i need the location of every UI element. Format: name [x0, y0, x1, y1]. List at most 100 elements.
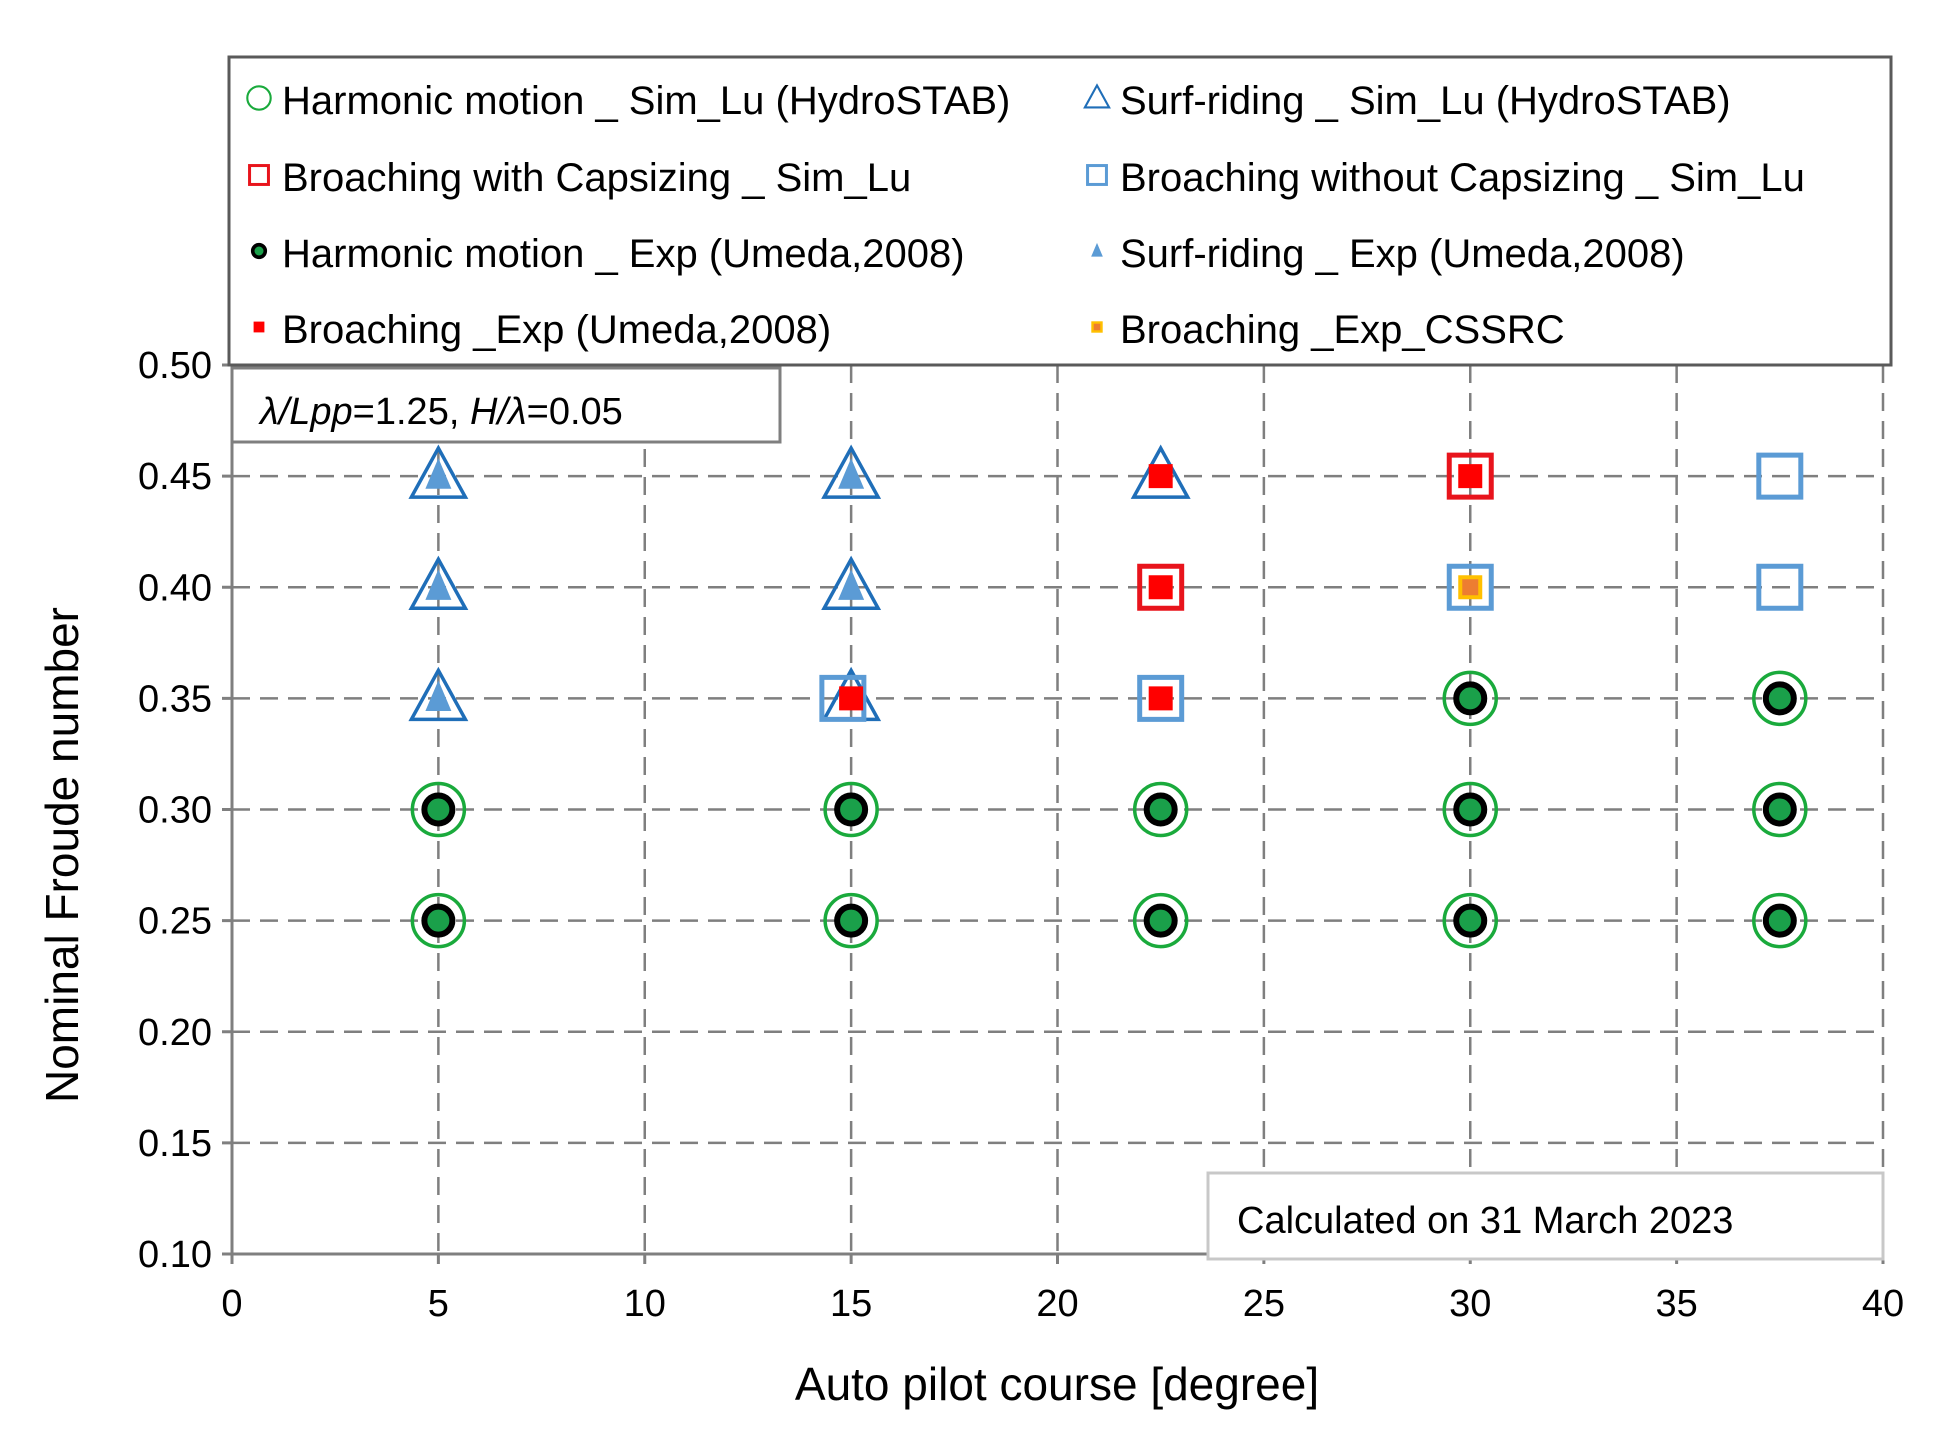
y-tick-label: 0.35	[138, 678, 212, 720]
y-tick-label: 0.10	[138, 1234, 212, 1276]
legend-entry: Broaching _Exp_CSSRC	[1091, 308, 1565, 352]
data-point	[408, 555, 469, 610]
data-point	[1752, 670, 1808, 727]
data-point	[425, 569, 452, 600]
param-h-lambda-value: =0.05	[527, 391, 623, 433]
y-tick-label: 0.20	[138, 1012, 212, 1054]
legend-entry: Broaching _Exp (Umeda,2008)	[253, 308, 831, 352]
x-tick-label: 20	[1036, 1283, 1078, 1325]
data-point	[1137, 563, 1185, 611]
legend-marker	[246, 85, 272, 111]
x-tick-label: 10	[624, 1283, 666, 1325]
data-point	[1143, 792, 1178, 827]
legend-box	[227, 55, 1893, 367]
data-point	[1762, 792, 1797, 827]
param-lambda-lpp: λ/Lpp	[258, 391, 353, 433]
data-point	[1442, 670, 1498, 727]
series-3	[1137, 452, 1494, 611]
x-tick-label: 35	[1655, 1283, 1697, 1325]
legend-label: Broaching _Exp (Umeda,2008)	[282, 308, 831, 352]
data-point	[1752, 892, 1808, 949]
data-point	[1458, 464, 1483, 489]
parameter-annotation-box	[230, 366, 782, 444]
legend-entry: Surf-riding _ Exp (Umeda,2008)	[1091, 232, 1685, 276]
param-h-lambda: H/λ	[470, 391, 527, 433]
legend-entries: Harmonic motion _ Sim_Lu (HydroSTAB) Surf…	[246, 79, 1805, 352]
data-point	[1130, 444, 1191, 499]
legend-marker	[248, 164, 270, 186]
data-point	[1453, 792, 1488, 827]
data-markers	[408, 444, 1808, 949]
data-point	[425, 680, 452, 711]
y-tick-label: 0.45	[138, 456, 212, 498]
y-tick-label: 0.40	[138, 567, 212, 609]
data-point	[421, 903, 456, 938]
param-lambda-lpp-value: =1.25,	[353, 391, 470, 433]
y-tick-labels: 0.10 0.15 0.20 0.25 0.30 0.35 0.40 0.45 0.50	[138, 345, 212, 1276]
x-tick-label: 5	[428, 1283, 449, 1325]
legend-label: Broaching with Capsizing _ Sim_Lu	[282, 156, 911, 200]
legend-label: Harmonic motion _ Exp (Umeda,2008)	[282, 232, 965, 276]
series-5	[421, 681, 1797, 938]
y-axis-title: Nominal Froude number	[36, 607, 88, 1103]
legend-marker	[253, 321, 265, 333]
x-tick-label: 25	[1243, 1283, 1285, 1325]
data-point	[408, 444, 469, 499]
data-point	[1762, 903, 1797, 938]
data-point	[1442, 892, 1498, 949]
data-point	[1148, 575, 1173, 600]
x-tick-label: 0	[221, 1283, 242, 1325]
data-point	[821, 555, 882, 610]
data-point	[1752, 781, 1808, 838]
x-axis-title: Auto pilot course [degree]	[795, 1358, 1319, 1410]
data-point	[425, 458, 452, 489]
calculation-note: Calculated on 31 March 2023	[1206, 1171, 1885, 1261]
parameter-annotation-text: λ/Lpp=1.25, H/λ=0.05	[258, 391, 623, 433]
legend-label: Surf-riding _ Sim_Lu (HydroSTAB)	[1120, 79, 1731, 123]
parameter-annotation: λ/Lpp=1.25, H/λ=0.05	[230, 366, 782, 444]
y-tick-label: 0.15	[138, 1123, 212, 1165]
legend-label: Harmonic motion _ Sim_Lu (HydroSTAB)	[282, 79, 1010, 123]
legend-label: Broaching without Capsizing _ Sim_Lu	[1120, 156, 1805, 200]
series-8	[1458, 575, 1483, 600]
y-tick-label: 0.25	[138, 901, 212, 943]
data-point	[834, 792, 869, 827]
data-point	[838, 458, 865, 489]
legend-entry: Harmonic motion _ Sim_Lu (HydroSTAB)	[246, 79, 1010, 123]
data-point	[823, 781, 879, 838]
legend-entry: Harmonic motion _ Exp (Umeda,2008)	[250, 232, 965, 276]
x-tick-label: 40	[1862, 1283, 1904, 1325]
x-tick-label: 15	[830, 1283, 872, 1325]
y-tick-label: 0.30	[138, 790, 212, 832]
x-tick-label: 30	[1449, 1283, 1491, 1325]
data-point	[1756, 452, 1804, 500]
data-point	[1458, 575, 1483, 600]
calculation-note-box	[1206, 1171, 1885, 1261]
legend-label: Surf-riding _ Exp (Umeda,2008)	[1120, 232, 1685, 276]
data-point	[1148, 464, 1173, 489]
data-point	[410, 892, 467, 949]
data-point	[1446, 563, 1494, 611]
data-point	[823, 892, 879, 949]
data-point	[839, 686, 864, 711]
legend-label: Broaching _Exp_CSSRC	[1120, 308, 1565, 352]
data-point	[1143, 903, 1178, 938]
data-point	[819, 674, 867, 722]
data-point	[838, 569, 865, 600]
data-point	[1446, 452, 1494, 500]
legend-marker	[250, 242, 268, 260]
data-point	[1756, 563, 1804, 611]
calculation-note-text: Calculated on 31 March 2023	[1237, 1200, 1733, 1242]
data-point	[1442, 781, 1498, 838]
data-point	[1132, 781, 1189, 838]
legend-entry: Broaching without Capsizing _ Sim_Lu	[1086, 156, 1805, 200]
data-point	[1453, 903, 1488, 938]
legend-marker	[1091, 242, 1103, 257]
data-point	[408, 666, 469, 722]
series-1	[410, 670, 1808, 949]
series-6	[425, 458, 865, 711]
data-point	[1132, 892, 1189, 949]
legend-marker	[1091, 321, 1103, 333]
data-point	[410, 781, 467, 838]
